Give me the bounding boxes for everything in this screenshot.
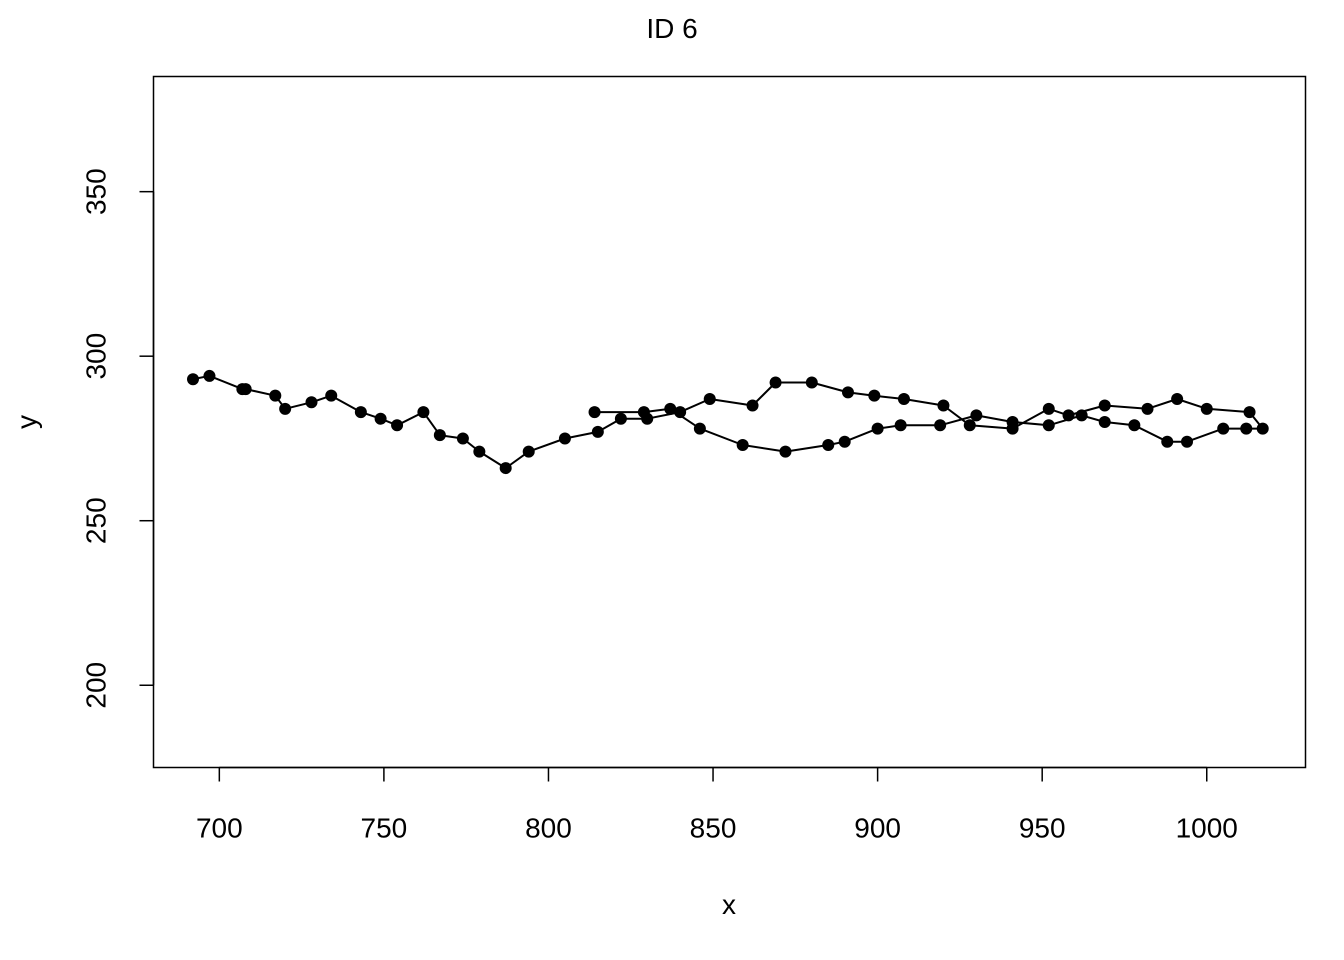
data-point	[637, 406, 650, 419]
data-point	[1217, 422, 1230, 435]
x-axis-title: x	[722, 889, 736, 920]
data-point	[1006, 416, 1019, 428]
data-point	[674, 406, 687, 419]
data-point	[456, 432, 469, 445]
data-point	[305, 396, 318, 409]
data-point	[558, 432, 571, 445]
chart-title: ID 6	[646, 13, 697, 44]
data-point	[522, 445, 535, 458]
y-tick-label: 350	[81, 168, 112, 215]
data-point	[868, 389, 881, 402]
data-point	[269, 389, 282, 402]
y-axis-title: y	[11, 415, 42, 429]
data-point	[239, 383, 252, 396]
data-point	[374, 412, 387, 425]
y-tick-label: 250	[81, 497, 112, 544]
x-tick-label: 1000	[1176, 813, 1238, 844]
series-layer	[186, 369, 1269, 475]
data-point	[279, 402, 292, 415]
data-point	[693, 422, 706, 435]
data-point	[1181, 435, 1194, 448]
data-point	[354, 406, 367, 419]
data-point	[473, 445, 486, 458]
data-point	[1075, 409, 1088, 422]
x-tick-label: 750	[361, 813, 408, 844]
x-tick-label: 950	[1019, 813, 1066, 844]
data-point	[1200, 402, 1213, 415]
data-point	[934, 419, 947, 432]
data-point	[1141, 402, 1154, 415]
data-point	[203, 369, 216, 382]
data-point	[1098, 416, 1111, 428]
data-point	[499, 462, 512, 475]
x-tick-label: 700	[196, 813, 243, 844]
data-point	[1128, 419, 1141, 432]
data-point	[779, 445, 792, 458]
data-point	[1243, 406, 1256, 419]
x-tick-label: 850	[690, 813, 737, 844]
data-point	[736, 439, 749, 452]
data-point	[588, 406, 601, 419]
data-point	[1042, 402, 1055, 415]
data-point	[894, 419, 907, 432]
data-point	[897, 392, 910, 405]
data-point	[970, 409, 983, 422]
data-point	[614, 412, 627, 425]
y-tick-label: 200	[81, 662, 112, 709]
data-point	[664, 402, 677, 415]
data-point	[1240, 422, 1253, 435]
data-point	[1171, 392, 1184, 405]
data-point	[391, 419, 404, 432]
x-tick-label: 900	[854, 813, 901, 844]
data-point	[1256, 422, 1269, 435]
data-point	[325, 389, 338, 402]
data-point	[1161, 435, 1174, 448]
y-tick-label: 300	[81, 333, 112, 380]
data-point	[746, 399, 759, 412]
data-point	[871, 422, 884, 435]
data-point	[1062, 409, 1075, 422]
data-point	[1098, 399, 1111, 412]
x-axis: 700 750 800 850 900 950 1000	[196, 766, 1238, 844]
data-point	[841, 386, 854, 399]
data-point	[417, 406, 430, 419]
x-tick-label: 800	[525, 813, 572, 844]
data-point	[703, 392, 716, 405]
data-point	[838, 435, 851, 448]
data-point	[433, 429, 446, 442]
data-point	[769, 376, 782, 389]
y-axis: 200 250 300 350	[81, 168, 155, 709]
data-point	[805, 376, 818, 389]
data-point	[1042, 419, 1055, 432]
data-point	[963, 419, 976, 432]
data-point	[822, 439, 835, 452]
data-point	[186, 373, 199, 386]
data-point	[937, 399, 950, 412]
data-point	[591, 425, 604, 438]
